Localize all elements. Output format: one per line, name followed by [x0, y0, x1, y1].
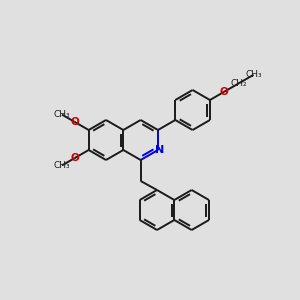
Text: CH₂: CH₂	[230, 79, 247, 88]
Text: O: O	[70, 153, 79, 163]
Text: CH₃: CH₃	[245, 70, 262, 79]
Text: N: N	[155, 145, 164, 155]
Text: CH₃: CH₃	[54, 110, 70, 119]
Text: CH₃: CH₃	[54, 161, 70, 170]
Text: O: O	[70, 117, 79, 127]
Text: O: O	[220, 87, 229, 97]
